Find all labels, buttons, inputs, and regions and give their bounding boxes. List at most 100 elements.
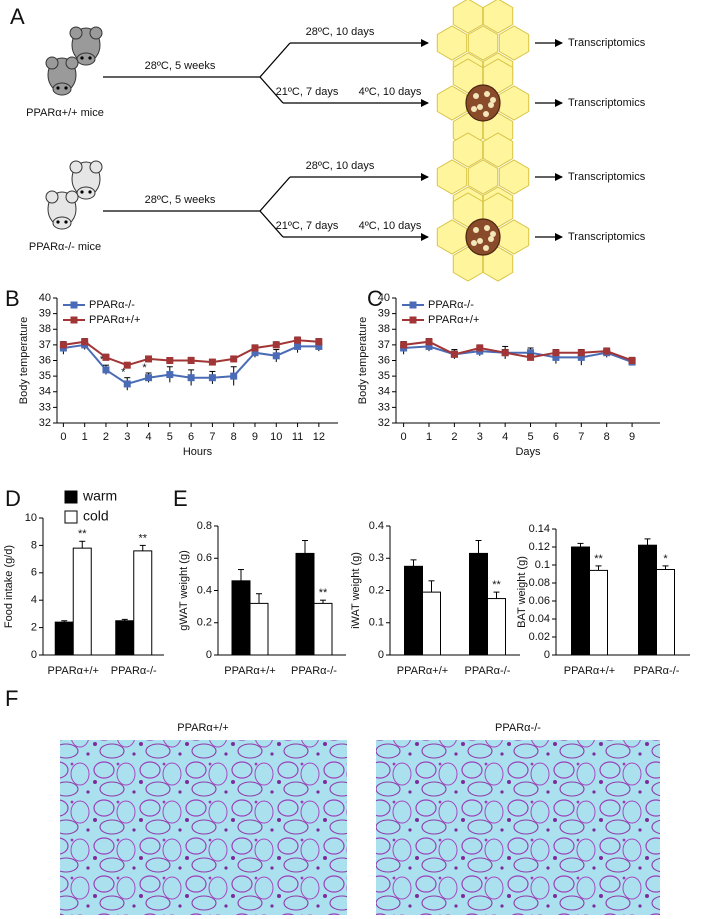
adipocyte [452, 58, 484, 94]
adipocyte [482, 0, 514, 34]
bar [249, 602, 269, 656]
adipocyte [482, 58, 514, 94]
adipocyte [452, 0, 484, 34]
marker [272, 352, 280, 360]
bar [638, 544, 657, 656]
marker [527, 349, 535, 357]
y-axis-label: gWAT weight (g) [178, 550, 190, 631]
marker [59, 341, 67, 349]
lipid-droplet [484, 91, 490, 97]
y-tick-label: 0.14 [529, 523, 550, 535]
y-tick-label: 36 [378, 354, 390, 366]
adipocyte [482, 192, 514, 228]
lipid-droplet [488, 236, 494, 242]
significance: * [121, 367, 126, 379]
adipocyte [436, 85, 468, 121]
marker [102, 366, 110, 374]
group-label: PPARα+/+ mice [26, 107, 104, 119]
mouse-eye [56, 86, 60, 90]
panel-label: A [10, 4, 25, 29]
adipocyte [498, 85, 530, 121]
y-axis-label: iWAT weight (g) [350, 552, 362, 629]
marker [603, 347, 611, 355]
bar [571, 546, 590, 656]
condition-label: 21ºC, 7 days [276, 86, 339, 98]
adipocyte [452, 132, 484, 168]
x-tick-label: 10 [270, 431, 282, 443]
adipocyte [467, 159, 499, 195]
x-tick-label: PPARα-/- [291, 665, 337, 677]
bar [115, 620, 135, 656]
group-label: PPARα-/- mice [29, 241, 101, 253]
connector [259, 76, 284, 104]
significance: ** [319, 587, 328, 599]
lipid-droplet [477, 238, 483, 244]
mouse-ear [89, 160, 103, 174]
y-tick-label: 0 [206, 649, 212, 661]
lipid-droplet [477, 104, 483, 110]
y-tick-label: 38 [39, 323, 51, 335]
y-tick-label: 0.2 [369, 584, 384, 596]
x-tick-label: PPARα+/+ [48, 665, 99, 677]
y-tick-label: 0.2 [197, 617, 212, 629]
y-tick-label: 8 [31, 539, 37, 551]
panel-label: E [173, 486, 188, 511]
adipocyte [498, 25, 530, 61]
adipocyte [436, 159, 468, 195]
marker [294, 336, 302, 344]
lipid-droplet [490, 97, 496, 103]
y-axis-label: Body temperature [357, 317, 369, 404]
bar [469, 552, 488, 656]
x-tick-label: 3 [124, 431, 130, 443]
marker [145, 374, 153, 382]
marker [501, 349, 509, 357]
condition-label: 28ºC, 5 weeks [145, 194, 216, 206]
marker [552, 353, 560, 361]
histology-label: PPARα+/+ [177, 722, 228, 734]
y-tick-label: 33 [378, 401, 390, 413]
x-tick-label: 9 [252, 431, 258, 443]
marker [230, 372, 238, 380]
mouse-ear [65, 56, 79, 70]
y-tick-label: 36 [39, 354, 51, 366]
y-tick-label: 0.08 [529, 577, 550, 589]
marker [123, 380, 131, 388]
x-tick-label: PPARα-/- [465, 665, 511, 677]
marker [208, 374, 216, 382]
y-axis-label: Body temperature [18, 317, 30, 404]
marker [272, 341, 280, 349]
y-tick-label: 0.02 [529, 631, 550, 643]
condition-label: 28ºC, 5 weeks [145, 60, 216, 72]
y-tick-label: 10 [25, 512, 37, 524]
mouse-eye [64, 220, 68, 224]
mouse-ear [45, 190, 59, 204]
x-axis-label: Hours [183, 446, 213, 458]
brown-adipocyte [465, 84, 501, 122]
bar [295, 552, 315, 656]
legend-marker [409, 301, 417, 309]
y-tick-label: 0 [544, 649, 550, 661]
x-tick-label: 7 [209, 431, 215, 443]
y-tick-label: 37 [39, 339, 51, 351]
legend-swatch [64, 490, 78, 504]
y-tick-label: 40 [378, 292, 390, 304]
legend-marker [70, 301, 78, 309]
significance: ** [594, 553, 603, 565]
mouse-head [52, 216, 72, 230]
x-tick-label: 8 [231, 431, 237, 443]
y-tick-label: 2 [31, 622, 37, 634]
y-axis-label: BAT weight (g) [516, 556, 528, 628]
mouse-eye [80, 56, 84, 60]
brown-adipocyte [465, 218, 501, 256]
marker [628, 357, 636, 364]
marker [251, 349, 259, 357]
legend-marker [70, 316, 78, 324]
marker [230, 355, 238, 363]
adipocyte [498, 159, 530, 195]
panel-label: F [5, 686, 18, 711]
x-tick-label: 0 [401, 431, 407, 443]
lipid-droplet [473, 93, 479, 99]
marker [425, 342, 433, 350]
bar [589, 569, 608, 656]
